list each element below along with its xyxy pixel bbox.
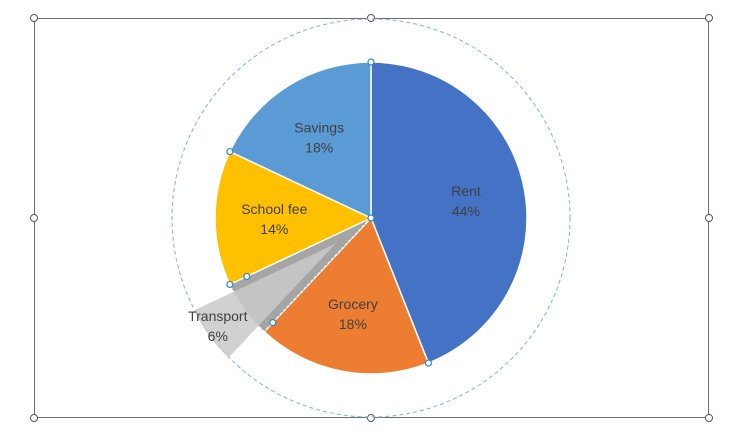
slice-handle-school-fee-rim[interactable] [226,280,234,289]
pie-slice-school-fee[interactable] [214,150,373,286]
pie-slice-savings[interactable] [228,61,372,220]
data-label-savings-value: 18% [305,139,333,155]
data-label-school-fee-name: School fee [241,201,307,217]
data-label-transport-value: 6% [208,328,228,344]
data-label-rent-value: 44% [452,203,480,219]
data-label-transport-name: Transport [188,308,248,324]
plot-area-outline [171,18,571,418]
slice-handle-grocery-rim[interactable] [424,359,433,367]
slice-handle-transport-end[interactable] [243,272,251,281]
pie-slice-rent[interactable] [370,61,528,365]
data-label-grocery-name: Grocery [328,296,378,312]
resize-handle-top-right[interactable] [705,14,713,22]
resize-handle-top-left[interactable] [30,14,38,22]
data-label-savings-name: Savings [294,119,344,135]
resize-handle-middle-right[interactable] [705,214,713,222]
pie-slice-grocery[interactable] [263,216,430,375]
resize-handle-top-center[interactable] [367,14,375,22]
slice-handle-savings-rim[interactable] [226,147,234,156]
resize-handle-bottom-right[interactable] [705,414,713,422]
slice-handle-rent-rim[interactable] [367,58,375,66]
data-label-rent-name: Rent [451,183,481,199]
slice-handle-transport-start[interactable] [269,319,277,327]
data-label-grocery-value: 18% [339,316,367,332]
resize-handle-middle-left[interactable] [30,214,38,222]
resize-handle-bottom-left[interactable] [30,414,38,422]
slice-handle-center[interactable] [367,214,375,222]
pie-slice-transport-drag-preview[interactable] [194,243,336,358]
data-label-school-fee-value: 14% [260,221,288,237]
resize-handle-bottom-center[interactable] [367,414,375,422]
